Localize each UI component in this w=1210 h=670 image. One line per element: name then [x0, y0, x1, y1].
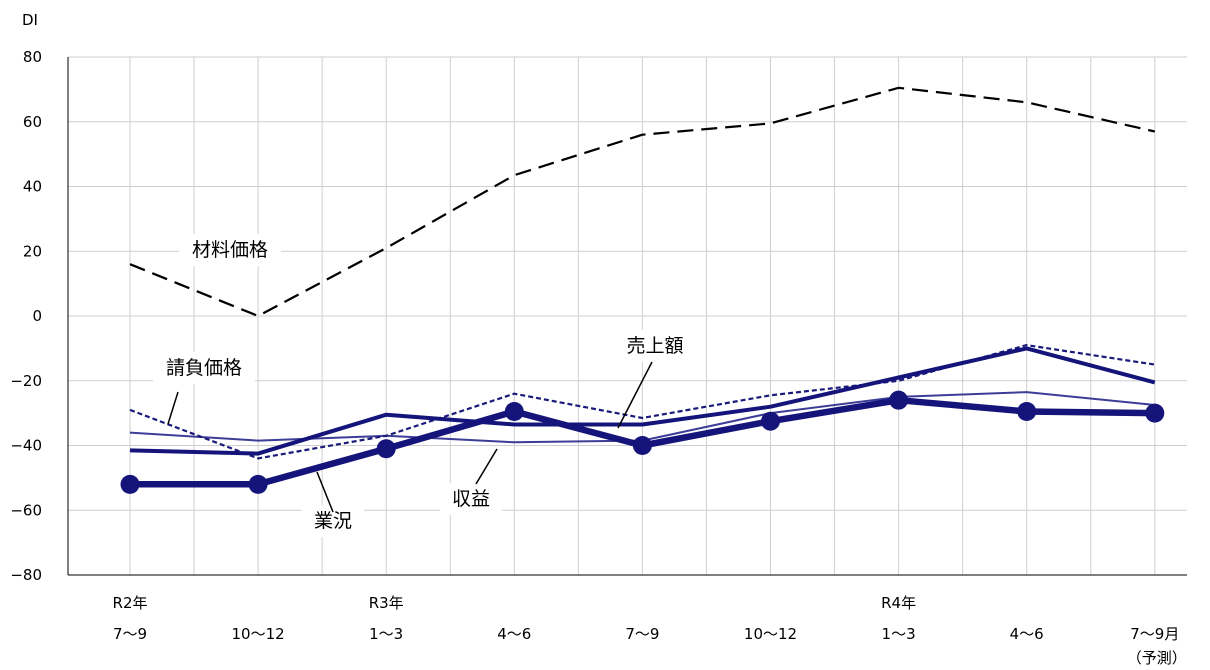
y-tick-label: 20 — [23, 242, 42, 260]
x-period-label: 7～9月 — [1130, 625, 1179, 643]
annotation-leader-line — [167, 391, 179, 425]
annotation-label: 収益 — [452, 488, 490, 510]
x-period-label: 10～12 — [744, 625, 797, 643]
series-marker-4 — [761, 411, 780, 431]
x-note-label: （予測） — [1127, 649, 1187, 667]
annotation-label: 業況 — [314, 510, 352, 532]
series-marker-4 — [248, 474, 268, 494]
y-tick-label: −60 — [10, 501, 42, 519]
annotation-bg — [179, 234, 281, 266]
annotation-label: 請負価格 — [166, 357, 242, 379]
series-marker-4 — [120, 474, 140, 494]
series-line-0 — [129, 86, 1156, 318]
series-marker-4 — [1017, 402, 1037, 422]
y-tick-label: −80 — [10, 566, 42, 584]
series-line-1 — [129, 344, 1155, 460]
annotation-bg — [440, 483, 502, 515]
series-marker-4 — [1145, 403, 1165, 423]
x-year-label: R2年 — [113, 594, 148, 612]
annotation-leader-line — [617, 361, 653, 429]
series — [120, 86, 1165, 494]
axes — [67, 57, 1187, 576]
x-year-label: R3年 — [369, 594, 404, 612]
grid — [68, 56, 1187, 575]
x-year-label: R4年 — [881, 594, 916, 612]
y-unit-label: DI — [22, 11, 38, 29]
x-period-label: 4～6 — [1010, 625, 1044, 643]
y-tick-label: 0 — [32, 307, 42, 325]
x-period-label: 7～9 — [113, 625, 147, 643]
series-marker-4 — [376, 439, 396, 459]
series-line-2 — [129, 346, 1156, 456]
y-tick-label: −20 — [10, 372, 42, 390]
y-tick-label: 60 — [23, 113, 42, 131]
annotation-bg — [153, 352, 255, 384]
series-marker-4 — [504, 402, 524, 422]
y-tick-label: 80 — [23, 48, 42, 66]
series-marker-4 — [889, 390, 909, 410]
annotation-leader-line — [475, 448, 498, 485]
x-period-label: 4～6 — [497, 625, 531, 643]
y-tick-label: −40 — [10, 437, 42, 455]
x-period-label: 1～3 — [882, 625, 916, 643]
annotation-bg — [614, 330, 696, 362]
x-period-label: 10～12 — [232, 625, 285, 643]
tick-labels: 80 60 40 20 0 −20 −40 −60 −80 DI R2年 7～9 10～12 R3年 1～3… — [10, 11, 1186, 667]
annotation-label: 売上額 — [626, 335, 683, 357]
series-marker-4 — [632, 436, 652, 455]
y-tick-label: 40 — [23, 178, 42, 196]
annotation-label: 材料価格 — [192, 239, 268, 261]
annotation-leader-line — [316, 471, 334, 513]
x-period-label: 7～9 — [625, 625, 659, 643]
x-period-label: 1～3 — [369, 625, 403, 643]
